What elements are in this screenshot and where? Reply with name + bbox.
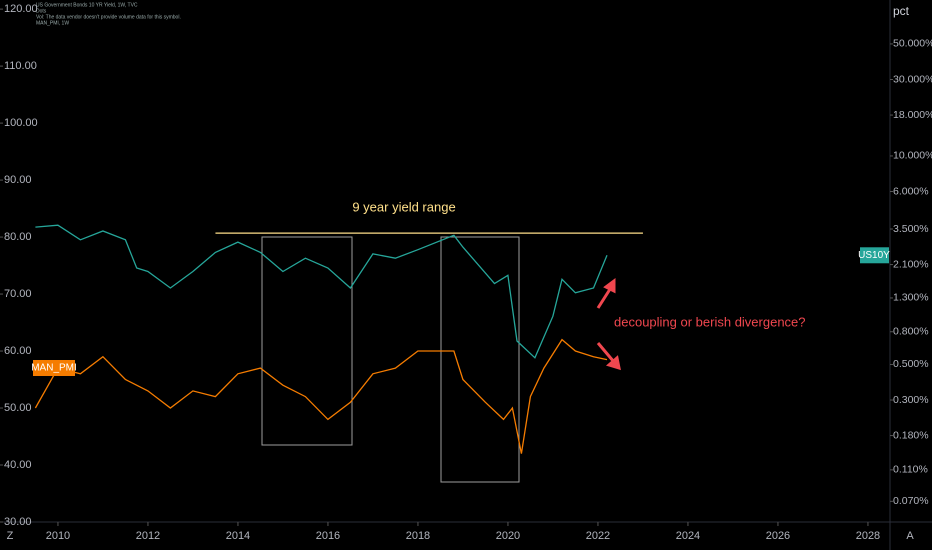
y-tick-label: 90.00 [4,174,32,186]
arrow [596,278,616,309]
button[interactable]: A [906,530,914,542]
last-value-box [33,360,75,376]
header-line: US Government Bonds 10 YR Yield, 1W, TVC [36,2,138,8]
box [440,236,520,483]
y2-tick-label: 2.100% [893,258,929,270]
x-tick-label: 2018 [406,530,430,542]
x-tick-label: 2022 [586,530,610,542]
y-tick-label: 100.00 [4,117,38,129]
y2-tick-label: 0.500% [893,358,929,370]
box [261,236,353,446]
y-tick-label: 80.00 [4,231,32,243]
y2-tick-label: 30.000% [893,73,932,85]
y2-tick-label: 50.000% [893,38,932,50]
y2-tick-label: 3.500% [893,223,929,235]
y2-tick-label: 0.180% [893,429,929,441]
x-tick-label: 2026 [766,530,790,542]
series-line [34,338,608,454]
y-tick-label: 120.00 [4,3,38,15]
button[interactable]: Z [7,530,14,542]
y-tick-label: 40.00 [4,459,32,471]
arrow [596,342,621,371]
y-tick-label: 110.00 [4,60,37,72]
series-label: US10Y [858,250,890,261]
y2-tick-label: 10.000% [893,150,932,162]
y2-tick-label: 6.000% [893,185,929,197]
header-line: MAN_PMI, 1W [36,20,69,26]
x-tick-label: 2016 [316,530,340,542]
x-tick-label: 2014 [226,530,250,542]
y2-tick-label: 1.300% [893,292,929,304]
y-tick-label: 50.00 [4,402,32,414]
y2-tick-label: 0.110% [893,464,928,476]
y2-tick-label: 18.000% [893,109,932,121]
y-tick-label: 70.00 [4,288,32,300]
header-line: Vol: The data vendor doesn't provide vol… [36,14,181,20]
y2-tick-label: 0.800% [893,326,929,338]
x-tick-label: 2020 [496,530,520,542]
series-label: MAN_PMI [31,363,77,374]
y-tick-label: 30.00 [4,516,32,528]
x-tick-label: 2028 [856,530,880,542]
series-line [35,224,608,359]
annotation: decoupling or berish divergence? [614,314,806,329]
header-line: Dots [36,8,47,14]
x-tick-label: 2024 [676,530,700,542]
annotation: 9 year yield range [352,199,455,214]
x-tick-label: 2012 [136,530,160,542]
y-tick-label: 60.00 [4,345,32,357]
y2-tick-label: 0.070% [893,495,929,507]
y2-tick-label: 0.300% [893,394,929,406]
axis-unit: pct [893,4,910,18]
x-tick-label: 2010 [46,530,70,542]
last-value-box [860,247,889,264]
